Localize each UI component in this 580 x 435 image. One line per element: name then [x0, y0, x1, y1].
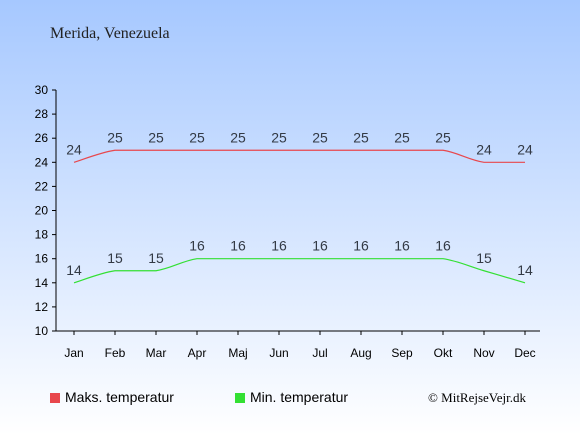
data-label-max: 25: [271, 129, 287, 145]
y-tick-label: 14: [35, 276, 49, 290]
data-label-min: 14: [517, 262, 533, 278]
y-tick-label: 20: [35, 204, 49, 218]
copyright-text: © MitRejseVejr.dk: [428, 390, 526, 405]
y-tick-label: 10: [35, 324, 49, 338]
data-label-max: 25: [394, 129, 410, 145]
x-tick-label: Jun: [269, 346, 288, 360]
data-label-max: 24: [517, 141, 533, 157]
y-tick-label: 18: [35, 228, 49, 242]
x-tick-label: Jul: [312, 346, 327, 360]
data-label-min: 15: [476, 250, 492, 266]
x-tick-label: Okt: [434, 346, 453, 360]
data-label-max: 25: [189, 129, 205, 145]
legend-label-max: Maks. temperatur: [65, 389, 174, 405]
data-label-min: 15: [107, 250, 123, 266]
axes: 10 12 14 16 18 20 22 24 26 28 30 Jan Feb Mar Apr Maj Jun…: [35, 83, 540, 360]
legend-swatch-max: [50, 393, 60, 403]
data-label-min: 16: [435, 238, 451, 254]
legend-label-min: Min. temperatur: [250, 389, 348, 405]
x-tick-label: Aug: [350, 346, 371, 360]
x-tick-label: Sep: [391, 346, 413, 360]
data-label-min: 16: [394, 238, 410, 254]
y-tick-label: 26: [35, 131, 49, 145]
data-label-min: 16: [312, 238, 328, 254]
x-tick-label: Nov: [473, 346, 494, 360]
legend-swatch-min: [235, 393, 245, 403]
x-tick-label: Jan: [64, 346, 83, 360]
data-label-max: 25: [230, 129, 246, 145]
x-tick-label: Apr: [188, 346, 207, 360]
data-label-min: 16: [189, 238, 205, 254]
x-tick-label: Mar: [146, 346, 167, 360]
data-label-min: 16: [353, 238, 369, 254]
x-tick-label: Maj: [228, 346, 247, 360]
data-label-max: 25: [435, 129, 451, 145]
series-line-min: [73, 258, 526, 284]
series-layer: [73, 149, 526, 284]
data-label-max: 25: [353, 129, 369, 145]
data-labels: 24 25 25 25 25 25 25 25 25 25 24 24 14 15 15 16 16 16 16 16…: [66, 129, 533, 278]
y-tick-label: 30: [35, 83, 49, 97]
data-label-min: 14: [66, 262, 82, 278]
data-label-max: 25: [312, 129, 328, 145]
y-tick-label: 22: [35, 179, 49, 193]
data-label-min: 15: [148, 250, 164, 266]
y-tick-label: 12: [35, 300, 49, 314]
data-label-max: 24: [476, 141, 492, 157]
x-tick-label: Dec: [514, 346, 535, 360]
y-tick-label: 24: [35, 155, 49, 169]
data-label-max: 25: [107, 129, 123, 145]
y-tick-label: 28: [35, 107, 49, 121]
y-tick-label: 16: [35, 252, 49, 266]
legend: Maks. temperatur Min. temperatur: [50, 389, 348, 405]
data-label-max: 24: [66, 141, 82, 157]
series-line-max: [73, 149, 525, 163]
x-tick-label: Feb: [105, 346, 126, 360]
data-label-min: 16: [271, 238, 287, 254]
data-label-min: 16: [230, 238, 246, 254]
chart-title: Merida, Venezuela: [50, 25, 170, 42]
data-label-max: 25: [148, 129, 164, 145]
